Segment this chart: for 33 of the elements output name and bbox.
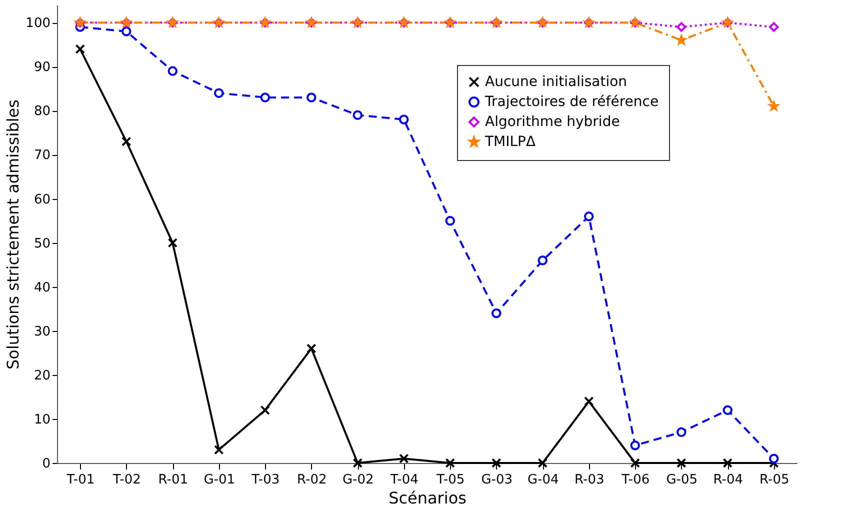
x-tick-label: G-03 bbox=[481, 472, 513, 488]
y-tick-label: 20 bbox=[34, 368, 50, 384]
legend-label: Trajectoires de référence bbox=[484, 94, 659, 110]
y-tick-label: 50 bbox=[34, 236, 50, 252]
y-tick-label: 10 bbox=[34, 412, 50, 428]
x-tick-label: T-01 bbox=[66, 472, 95, 488]
x-tick-label: T-03 bbox=[250, 472, 280, 488]
x-tick-label: G-02 bbox=[342, 472, 374, 488]
x-tick-label: R-02 bbox=[297, 472, 327, 488]
y-tick-label: 90 bbox=[34, 60, 50, 76]
legend-label: Aucune initialisation bbox=[485, 74, 628, 90]
x-tick-label: T-04 bbox=[389, 472, 418, 488]
y-tick-label: 70 bbox=[34, 148, 50, 164]
legend-label: Algorithme hybride bbox=[485, 114, 620, 130]
x-tick-label: R-01 bbox=[158, 472, 188, 488]
x-tick-label: G-04 bbox=[527, 472, 559, 488]
y-tick-label: 60 bbox=[34, 192, 50, 208]
x-tick-label: T-06 bbox=[620, 472, 650, 488]
x-tick-label: G-05 bbox=[666, 472, 698, 488]
x-tick-label: G-01 bbox=[204, 472, 236, 488]
y-tick-label: 0 bbox=[42, 456, 50, 472]
y-tick-label: 100 bbox=[26, 16, 50, 32]
y-tick-label: 40 bbox=[34, 280, 50, 296]
y-axis-title: Solutions strictement admissibles bbox=[4, 100, 23, 370]
x-tick-label: T-02 bbox=[112, 472, 141, 488]
x-tick-label: R-04 bbox=[713, 472, 743, 488]
x-tick-label: R-05 bbox=[760, 472, 790, 488]
x-tick-label: R-03 bbox=[574, 472, 604, 488]
y-tick-label: 80 bbox=[34, 104, 50, 120]
legend-label: TMILPΔ bbox=[484, 134, 536, 150]
x-axis-title: Scénarios bbox=[388, 488, 466, 508]
y-tick-label: 30 bbox=[34, 324, 50, 340]
x-tick-label: T-05 bbox=[436, 472, 465, 488]
